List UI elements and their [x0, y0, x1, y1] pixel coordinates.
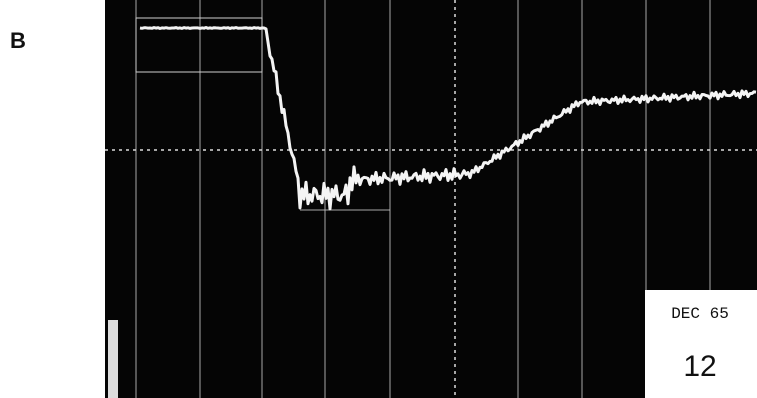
note-card — [645, 290, 757, 398]
note-date: DEC 65 — [671, 305, 729, 323]
photo-edge — [108, 320, 118, 398]
graticule-box — [135, 17, 263, 73]
note-number: 12 — [683, 350, 716, 383]
panel-label: B — [10, 28, 26, 53]
signal-trace — [139, 26, 757, 211]
